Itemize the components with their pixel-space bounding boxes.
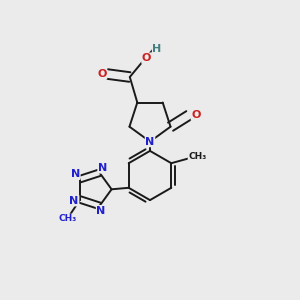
Text: N: N [98,163,107,173]
Text: N: N [96,206,106,216]
Text: N: N [146,136,154,147]
Text: CH₃: CH₃ [59,214,77,223]
Text: N: N [71,169,80,179]
Text: O: O [142,53,151,63]
Text: O: O [97,69,106,79]
Text: H: H [152,44,162,53]
Text: N: N [70,196,79,206]
Text: CH₃: CH₃ [188,152,206,161]
Text: O: O [191,110,201,120]
